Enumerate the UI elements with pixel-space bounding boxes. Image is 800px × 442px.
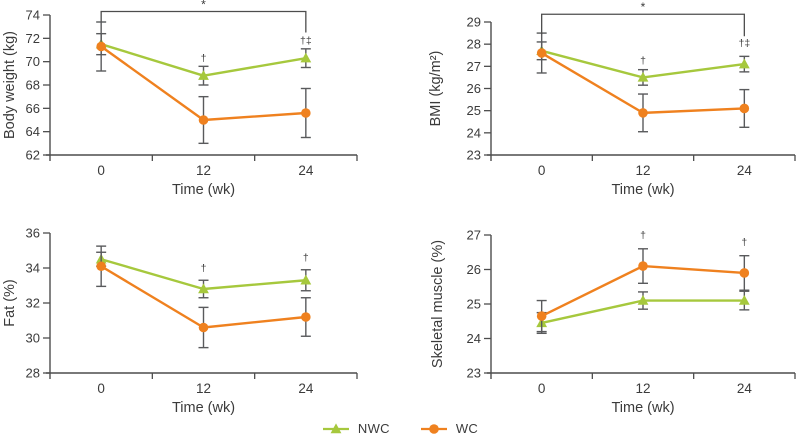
y-tick-label: 23 <box>467 366 481 381</box>
circle-marker-wc-24wk <box>301 108 311 118</box>
y-tick-label: 28 <box>26 366 40 381</box>
circle-marker-wc-12wk <box>638 261 648 271</box>
legend-label-nwc: NWC <box>357 421 390 436</box>
triangle-marker-nwc-12wk <box>637 294 649 305</box>
x-tick-label: 12 <box>196 381 211 396</box>
y-axis-title: Skeletal muscle (%) <box>430 240 446 368</box>
y-tick-label: 36 <box>26 226 40 241</box>
x-tick-label: 24 <box>737 381 753 396</box>
significance-annotation: † <box>640 55 646 67</box>
x-tick-label: 0 <box>538 381 546 396</box>
y-axis-title: BMI (kg/m²) <box>428 51 444 127</box>
significance-annotation: † <box>741 236 747 248</box>
y-tick-label: 34 <box>26 261 40 276</box>
circle-marker-wc-0wk <box>536 311 547 321</box>
triangle-marker-nwc-24wk <box>300 274 312 285</box>
significance-star: * <box>641 0 646 14</box>
y-tick-label: 23 <box>467 148 481 163</box>
x-tick-label: 24 <box>298 163 314 178</box>
legend-item-nwc: NWC <box>322 421 390 436</box>
significance-annotation: † <box>201 263 207 275</box>
y-tick-label: 72 <box>26 31 40 46</box>
triangle-marker-nwc-12wk <box>637 71 649 82</box>
y-tick-label: 24 <box>467 331 481 346</box>
circle-marker-wc-24wk <box>739 268 750 278</box>
circle-marker-wc-12wk <box>638 108 648 118</box>
chart-skeletal-muscle: 23 24 25 26 27 0 12 24 Time (wk) Skeletal muscle … <box>430 228 796 416</box>
x-tick-label: 0 <box>97 163 105 178</box>
circle-marker-wc-0wk <box>536 48 547 58</box>
significance-star: * <box>201 0 206 12</box>
significance-annotation: †‡ <box>300 35 312 47</box>
y-tick-label: 32 <box>26 296 40 311</box>
circle-marker-wc-24wk <box>301 312 311 322</box>
y-tick-label: 24 <box>467 125 481 140</box>
triangle-marker-nwc-24wk <box>738 58 750 69</box>
y-tick-label: 26 <box>467 81 481 96</box>
y-tick-label: 25 <box>467 103 481 118</box>
significance-bracket <box>541 13 745 37</box>
x-tick-label: 12 <box>196 163 211 178</box>
y-axis-title: Fat (%) <box>2 279 18 327</box>
circle-marker-wc-12wk <box>198 322 209 333</box>
triangle-marker-nwc-12wk <box>198 70 209 80</box>
triangle-marker-nwc-24wk <box>738 294 750 305</box>
chart-body-weight-kg: 62 64 66 68 70 72 74 0 12 24 Time (wk) Body weight … <box>2 0 358 198</box>
nwc-triangle-legend-icon <box>322 422 350 436</box>
chart-fat: 28 30 32 34 36 0 12 24 Time (wk) Fat (%) † † <box>2 226 358 416</box>
x-tick-label: 0 <box>538 163 546 178</box>
x-tick-label: 12 <box>635 163 650 178</box>
y-tick-label: 30 <box>26 331 40 346</box>
circle-marker-wc-0wk <box>96 41 106 52</box>
legend-triangle-icon <box>330 422 342 433</box>
x-tick-label: 12 <box>635 381 650 396</box>
circle-marker-wc-24wk <box>739 103 750 114</box>
wc-circle-legend-icon <box>420 422 448 436</box>
significance-annotation: † <box>201 53 207 65</box>
y-axis-title: Body weight (kg) <box>2 31 18 139</box>
wc-legend-swatch-svg <box>420 423 447 434</box>
chart-panel-fat: 28 30 32 34 36 0 12 24 Time (wk) Fat (%) † † <box>0 200 400 420</box>
y-tick-label: 62 <box>26 148 40 163</box>
x-axis-title: Time (wk) <box>611 400 674 416</box>
y-tick-label: 64 <box>26 124 40 139</box>
triangle-marker-nwc-12wk <box>198 283 209 294</box>
significance-annotation: †‡ <box>738 37 750 49</box>
y-tick-label: 28 <box>467 37 481 52</box>
triangle-marker-nwc-24wk <box>300 52 312 63</box>
y-tick-label: 74 <box>26 8 40 23</box>
chart-panel-bmi: 23 24 25 26 27 28 29 0 12 24 Time (wk) BMI (kg/m²) †… <box>400 0 800 200</box>
legend-label-wc: WC <box>455 421 479 436</box>
x-tick-label: 24 <box>737 163 753 178</box>
significance-bracket <box>100 10 307 33</box>
chart-panel-body-weight: 62 64 66 68 70 72 74 0 12 24 Time (wk) Body weight … <box>0 0 400 200</box>
nwc-legend-swatch-svg <box>322 422 349 433</box>
circle-marker-wc-12wk <box>198 115 209 125</box>
y-tick-label: 25 <box>467 297 481 312</box>
y-tick-label: 68 <box>26 78 40 93</box>
y-tick-label: 70 <box>26 54 40 69</box>
x-axis-title: Time (wk) <box>611 182 674 198</box>
circle-marker-wc-0wk <box>96 261 106 272</box>
y-tick-label: 29 <box>467 15 481 30</box>
y-tick-label: 66 <box>26 101 40 116</box>
significance-annotation: † <box>640 229 646 241</box>
significance-annotation: † <box>303 252 309 264</box>
x-axis-title: Time (wk) <box>172 182 235 198</box>
x-axis-title: Time (wk) <box>172 400 235 416</box>
chart-legend: NWC WC <box>0 415 800 442</box>
legend-circle-icon <box>429 423 439 434</box>
chart-bmi-kg-m: 23 24 25 26 27 28 29 0 12 24 Time (wk) BMI (kg/m²) †… <box>428 0 796 198</box>
legend-item-wc: WC <box>420 421 478 436</box>
y-tick-label: 27 <box>467 59 481 74</box>
y-tick-label: 27 <box>467 228 481 243</box>
x-tick-label: 24 <box>298 381 314 396</box>
chart-panel-skeletal-muscle: 23 24 25 26 27 0 12 24 Time (wk) Skeletal muscle … <box>400 200 800 420</box>
y-tick-label: 26 <box>467 262 481 277</box>
x-tick-label: 0 <box>97 381 105 396</box>
